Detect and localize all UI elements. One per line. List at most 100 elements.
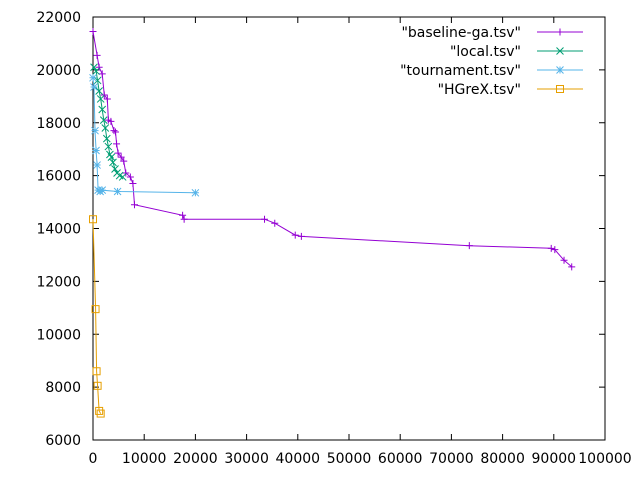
data-point xyxy=(90,63,98,72)
data-point xyxy=(109,158,117,167)
data-point xyxy=(96,187,105,196)
data-point xyxy=(179,211,187,219)
legend-item: "local.tsv" xyxy=(450,44,583,60)
series-baseline-ga-tsv xyxy=(89,28,576,271)
series-line xyxy=(92,77,196,194)
x-tick-label: 0 xyxy=(89,451,98,467)
data-point xyxy=(102,134,111,143)
data-point xyxy=(99,116,108,124)
data-point xyxy=(112,128,120,136)
data-point xyxy=(291,231,299,239)
y-axis: 6000 8000 10000 12000 14000 16000 18000 20000 22… xyxy=(36,10,605,449)
data-point xyxy=(113,140,121,148)
y-tick-label: 14000 xyxy=(36,222,81,238)
y-tick-label: 20000 xyxy=(36,63,81,79)
data-point xyxy=(93,161,101,169)
legend-label: "HGreX.tsv" xyxy=(438,82,521,98)
plot-frame xyxy=(92,16,606,441)
data-point xyxy=(113,187,122,196)
data-point xyxy=(107,153,116,161)
data-point xyxy=(568,263,576,271)
data-point xyxy=(126,173,134,181)
data-point xyxy=(118,173,127,181)
x-tick-label: 30000 xyxy=(224,451,269,467)
legend-marker xyxy=(556,47,564,55)
data-point xyxy=(547,244,555,252)
data-point xyxy=(107,117,115,125)
legend-item: "tournament.tsv" xyxy=(400,63,583,79)
x-tick-label: 60000 xyxy=(378,451,423,467)
y-tick-label: 16000 xyxy=(36,169,81,185)
data-point xyxy=(92,146,100,155)
y-tick-label: 6000 xyxy=(45,433,81,449)
series-tournament-tsv xyxy=(89,73,200,197)
data-point xyxy=(180,215,188,223)
data-point xyxy=(90,83,98,91)
data-point xyxy=(560,256,568,264)
legend-marker xyxy=(556,85,564,93)
data-point xyxy=(261,215,269,223)
legend-marker xyxy=(556,66,564,74)
data-point xyxy=(93,51,101,59)
data-point xyxy=(129,180,137,188)
series-hgrex-tsv xyxy=(89,215,105,418)
series-group xyxy=(89,28,576,418)
series-line xyxy=(92,219,102,414)
data-point xyxy=(101,124,110,132)
data-point xyxy=(91,126,99,135)
y-tick-label: 12000 xyxy=(36,274,81,290)
y-tick-label: 22000 xyxy=(36,10,81,26)
data-point xyxy=(114,149,122,157)
data-point xyxy=(91,305,100,314)
data-point xyxy=(130,201,138,209)
data-point xyxy=(92,67,100,76)
plot-border xyxy=(92,16,606,441)
legend-item: "baseline-ga.tsv" xyxy=(401,25,583,41)
data-point xyxy=(103,95,111,103)
data-point xyxy=(465,242,473,250)
x-tick-label: 50000 xyxy=(327,451,372,467)
data-point xyxy=(96,409,105,418)
x-tick-label: 90000 xyxy=(532,451,577,467)
legend: "baseline-ga.tsv" "local.tsv" "tournament.… xyxy=(400,25,583,98)
y-tick-label: 10000 xyxy=(36,327,81,343)
data-point xyxy=(111,165,119,173)
x-axis: 0 10000 20000 30000 40000 50000 60000 70000 8000… xyxy=(89,17,632,467)
data-point xyxy=(93,381,102,390)
data-point xyxy=(89,28,97,36)
x-tick-label: 80000 xyxy=(480,451,525,467)
legend-label: "tournament.tsv" xyxy=(400,63,521,79)
data-point xyxy=(95,63,103,71)
data-point xyxy=(110,127,118,135)
x-tick-label: 70000 xyxy=(429,451,474,467)
data-point xyxy=(95,406,104,415)
data-point xyxy=(89,73,97,82)
y-tick-label: 18000 xyxy=(36,116,81,132)
data-point xyxy=(98,70,106,78)
legend-label: "local.tsv" xyxy=(450,44,521,60)
data-point xyxy=(92,367,101,376)
data-point xyxy=(96,95,105,103)
data-point xyxy=(95,87,103,95)
data-point xyxy=(104,142,113,151)
x-tick-label: 100000 xyxy=(578,451,631,467)
data-point xyxy=(98,186,107,195)
x-tick-label: 20000 xyxy=(173,451,218,467)
data-point xyxy=(98,105,107,114)
y-tick-label: 8000 xyxy=(45,380,81,396)
data-point xyxy=(100,91,108,99)
data-point xyxy=(117,153,125,161)
data-point xyxy=(94,186,102,195)
data-point xyxy=(122,169,130,177)
data-point xyxy=(191,188,200,197)
legend-item: "HGreX.tsv" xyxy=(438,82,583,98)
data-point xyxy=(297,232,305,240)
x-tick-label: 10000 xyxy=(122,451,167,467)
data-point xyxy=(271,219,279,227)
data-point xyxy=(120,157,128,165)
data-point xyxy=(551,246,559,254)
legend-marker xyxy=(556,28,564,36)
legend-label: "baseline-ga.tsv" xyxy=(401,25,521,41)
data-point xyxy=(89,215,97,224)
